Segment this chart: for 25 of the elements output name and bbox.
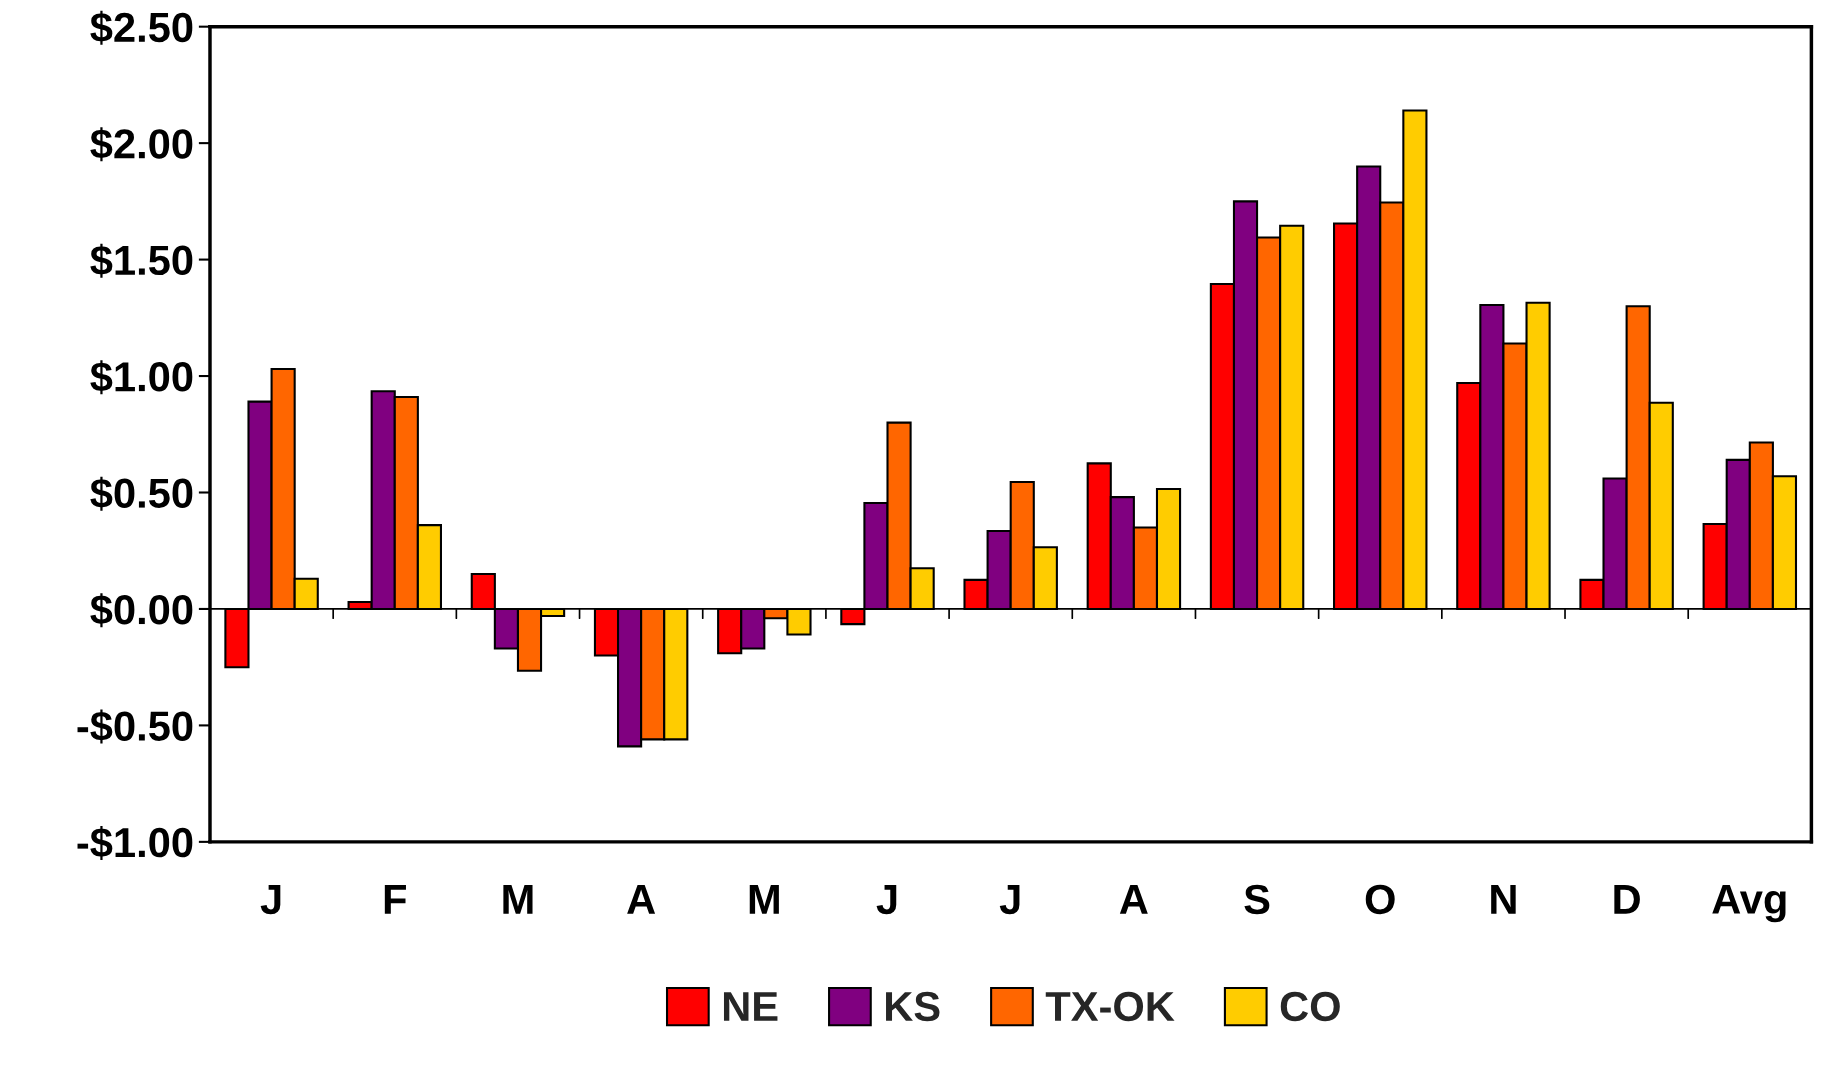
y-tick-label: $1.00 [90,360,193,395]
x-tick-label: N [1491,885,1516,914]
legend-label: TX-OK [1045,991,1175,1022]
x-tick-label: A [1119,885,1148,914]
legend-label: KS [886,991,940,1022]
x-tick-label: J [999,885,1020,915]
y-tick-label: $0.00 [90,593,193,628]
y-tick-label: -$0.50 [77,709,193,744]
y-tick-label: -$1.00 [77,826,193,861]
x-tick-label: S [1244,884,1270,915]
x-tick-label: M [503,885,533,914]
x-tick-label: F [384,885,406,914]
legend-label: CO [1280,991,1340,1022]
y-tick-label: $0.50 [90,476,193,511]
x-tick-label: O [1365,884,1395,915]
x-tick-label: Avg [1712,884,1786,923]
x-tick-label: J [260,885,281,915]
x-tick-label: J [876,885,897,915]
y-tick-label: $1.50 [90,243,193,278]
legend-label: NE [723,992,778,1021]
x-tick-label: D [1614,885,1640,914]
x-tick-label: M [749,885,779,914]
x-tick-label: A [627,885,656,914]
y-tick-label: $2.50 [90,10,193,45]
y-tick-label: $2.00 [90,127,193,162]
